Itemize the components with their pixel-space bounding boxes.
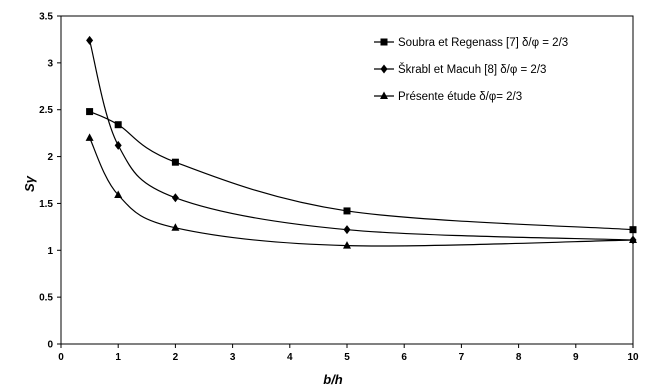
y-tick-label: 1 xyxy=(47,246,53,257)
data-point xyxy=(86,108,94,116)
y-tick-label: 3 xyxy=(47,58,53,69)
y-tick-label: 1.5 xyxy=(39,199,53,210)
y-axis-title: Sγ xyxy=(22,175,37,192)
data-point xyxy=(86,35,94,45)
legend-item: Soubra et Regenass [7] δ/φ = 2/3 xyxy=(374,37,568,49)
data-point xyxy=(114,190,123,198)
data-point xyxy=(343,241,351,249)
x-axis-title: b/h xyxy=(323,372,343,387)
y-tick-label: 3.5 xyxy=(39,12,53,23)
y-tick-label: 2.5 xyxy=(39,105,53,116)
x-tick-label: 7 xyxy=(459,352,465,363)
data-point xyxy=(343,207,351,215)
series-line xyxy=(89,40,634,241)
series-square xyxy=(86,108,637,234)
legend: Soubra et Regenass [7] δ/φ = 2/3 Škrabl e… xyxy=(374,37,568,103)
legend-marker xyxy=(380,38,388,46)
x-tick-label: 6 xyxy=(401,352,407,363)
data-point xyxy=(114,140,122,150)
data-point xyxy=(171,158,179,166)
data-point xyxy=(114,121,122,129)
y-tick-label: 0 xyxy=(47,340,53,351)
series-triangle xyxy=(85,133,637,249)
legend-label: Soubra et Regenass [7] δ/φ = 2/3 xyxy=(398,37,568,49)
legend-marker xyxy=(380,91,388,99)
y-tick-label: 0.5 xyxy=(39,293,53,304)
legend-label: Présente étude δ/φ= 2/3 xyxy=(398,91,522,103)
y-axis-ticks: 0 0.5 1 1.5 2 2.5 3 3.5 xyxy=(39,12,61,351)
x-tick-label: 8 xyxy=(516,352,522,363)
x-tick-label: 10 xyxy=(627,352,639,363)
x-tick-label: 0 xyxy=(58,352,64,363)
x-tick-label: 3 xyxy=(230,352,236,363)
data-point xyxy=(171,223,180,231)
legend-label: Škrabl et Macuh [8] δ/φ = 2/3 xyxy=(398,63,546,76)
legend-marker xyxy=(380,64,388,74)
x-tick-label: 9 xyxy=(573,352,579,363)
data-point xyxy=(629,235,637,243)
series-line xyxy=(89,137,634,247)
data-point xyxy=(629,226,637,234)
x-tick-label: 4 xyxy=(287,352,293,363)
x-axis-ticks: 0 1 2 3 4 5 6 7 8 9 10 xyxy=(58,344,639,363)
data-point xyxy=(343,225,351,235)
series-layer xyxy=(85,35,637,249)
x-tick-label: 5 xyxy=(344,352,350,363)
x-tick-label: 1 xyxy=(115,352,121,363)
y-tick-label: 2 xyxy=(47,152,53,163)
data-point xyxy=(171,193,179,203)
legend-item: Présente étude δ/φ= 2/3 xyxy=(374,91,522,103)
x-tick-label: 2 xyxy=(173,352,179,363)
data-point xyxy=(85,133,94,141)
legend-item: Škrabl et Macuh [8] δ/φ = 2/3 xyxy=(374,63,546,76)
